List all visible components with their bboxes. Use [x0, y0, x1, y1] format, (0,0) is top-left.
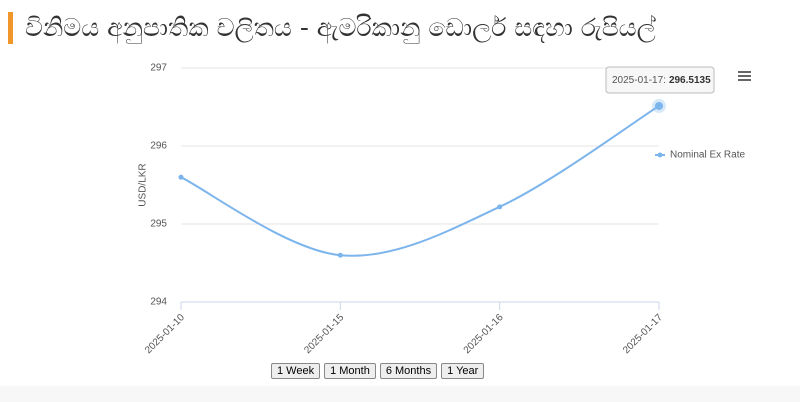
x-tick-label: 2025-01-16 — [462, 312, 506, 356]
menu-bar — [738, 71, 751, 73]
y-tick-label: 295 — [150, 219, 167, 230]
tooltip-label: 2025-01-17: — [612, 75, 666, 86]
point — [497, 204, 503, 210]
menu-bar — [738, 79, 751, 81]
y-tick-label: 294 — [150, 297, 167, 308]
tooltip: 2025-01-17: 296.5135 — [605, 66, 715, 94]
tooltip-value: 296.5135 — [669, 75, 711, 86]
tooltip-box — [605, 66, 715, 94]
y-tick-label: 296 — [150, 141, 167, 152]
x-tick-label: 2025-01-10 — [143, 312, 187, 356]
chart: USD/LKR 294 295 296 297 2025-01-10 2025-01-15… — [138, 63, 751, 356]
page-title: විනිමය අනුපාතික චලිතය - ඇමරිකානු ඩොලර් ස… — [8, 12, 656, 44]
range-button[interactable]: 1 Year — [441, 363, 485, 379]
legend-label: Nominal Ex Rate — [670, 150, 745, 161]
legend-marker — [657, 152, 663, 158]
footer-strip — [0, 386, 800, 402]
y-tick-label: 297 — [150, 63, 167, 74]
range-buttons: 1 Week 1 Month 6 Months 1 Year — [271, 363, 485, 379]
point — [178, 174, 184, 180]
y-axis-label: USD/LKR — [138, 163, 149, 206]
range-button[interactable]: 1 Week — [271, 363, 321, 379]
tooltip-text: 2025-01-17: 296.5135 — [612, 75, 711, 86]
menu-bar — [738, 75, 751, 77]
x-tick-label: 2025-01-15 — [302, 312, 346, 356]
range-button[interactable]: 1 Month — [324, 363, 376, 379]
point — [655, 101, 663, 110]
range-button[interactable]: 6 Months — [379, 363, 438, 379]
x-tick-label: 2025-01-17 — [621, 312, 665, 356]
menu-icon[interactable] — [738, 71, 751, 81]
series-line — [180, 105, 660, 257]
point — [337, 252, 343, 258]
